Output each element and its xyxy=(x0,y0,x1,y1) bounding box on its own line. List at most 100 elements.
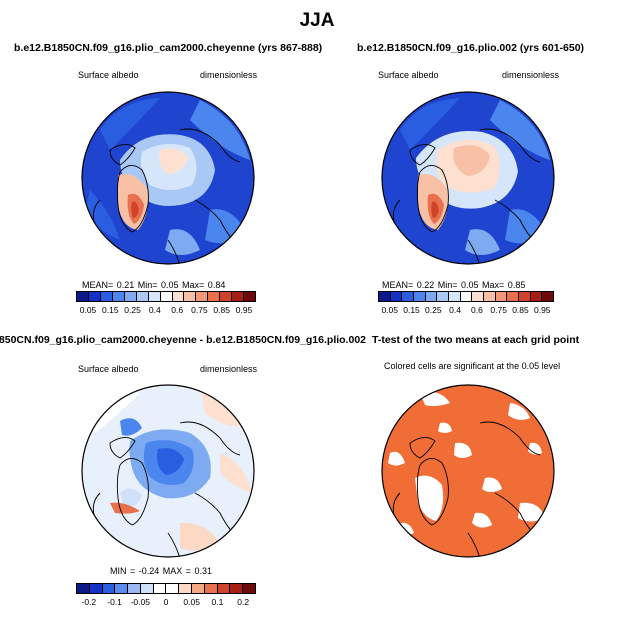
colorbar-tick-label: 0.15 xyxy=(403,305,420,315)
colorbar-tick-label: 0.1 xyxy=(211,597,224,607)
insignificant-cells xyxy=(388,451,405,466)
colorbar-swatch xyxy=(244,292,256,301)
colorbar-swatch xyxy=(100,292,113,301)
colorbar-swatch xyxy=(89,584,103,593)
panel-1-colorbar xyxy=(76,291,256,302)
colorbar-swatch xyxy=(204,584,218,593)
insignificant-cells xyxy=(415,475,444,521)
colorbar-swatch xyxy=(460,292,473,301)
field-patch xyxy=(120,488,142,508)
colorbar-swatch xyxy=(243,584,255,593)
sea-ice-center xyxy=(159,148,188,174)
panel-4-title: T-test of the two means at each grid poi… xyxy=(372,334,580,346)
colorbar-swatch xyxy=(136,292,149,301)
colorbar-tick-label: 0.25 xyxy=(425,305,442,315)
insignificant-cells xyxy=(482,477,502,492)
colorbar-swatch xyxy=(166,584,180,593)
colorbar-swatch xyxy=(88,292,101,301)
insignificant-cells xyxy=(472,512,492,528)
panel-2-stats: MEAN= 0.22 Min= 0.05 Max= 0.85 xyxy=(382,280,526,290)
field-patch xyxy=(120,418,142,436)
map-boundary xyxy=(381,91,555,265)
colorbar-swatch xyxy=(390,292,403,301)
map-boundary xyxy=(81,384,255,558)
field-patch xyxy=(180,522,220,551)
colorbar-swatch xyxy=(414,292,426,301)
panel-1-colorbar-labels: 0.05 0.15 0.25 0.4 0.6 0.75 0.85 0.95 xyxy=(76,305,256,317)
colorbar-swatch xyxy=(192,584,205,593)
panel-2-variable-label: Surface albedo xyxy=(378,70,439,80)
colorbar-tick-label: -0.2 xyxy=(81,597,97,607)
colorbar-swatch xyxy=(449,292,461,301)
colorbar-tick-label: 0.15 xyxy=(102,305,119,315)
colorbar-swatch xyxy=(402,292,415,301)
colorbar-swatch xyxy=(484,292,496,301)
colorbar-tick-label: 0.6 xyxy=(470,305,483,315)
colorbar-tick-label: 0.05 xyxy=(183,597,200,607)
panel-3-polar-map xyxy=(81,384,255,558)
negative-anomaly-peak xyxy=(157,448,184,475)
panel-1-title: b.e12.B1850CN.f09_g16.plio_cam2000.cheye… xyxy=(14,42,323,54)
panel-4-polar-map xyxy=(381,384,555,558)
coastlines xyxy=(92,421,241,557)
colorbar-swatch xyxy=(542,292,554,301)
panel-2-units-label: dimensionless xyxy=(502,70,560,80)
panel-3-title: b.e12.B1850CN.f09_g16.plio_cam2000.cheye… xyxy=(0,334,366,346)
colorbar-tick-label: 0.25 xyxy=(124,305,141,315)
insignificant-cells xyxy=(454,442,472,458)
colorbar-tick-label: 0.4 xyxy=(148,305,161,315)
panel-4-subtitle: Colored cells are significant at the 0.0… xyxy=(384,361,561,371)
colorbar-swatch xyxy=(128,584,141,593)
colorbar-tick-label: 0.75 xyxy=(191,305,208,315)
colorbar-tick-label: 0.2 xyxy=(237,597,250,607)
colorbar-swatch xyxy=(112,292,125,301)
colorbar-tick-label: 0.6 xyxy=(171,305,184,315)
colorbar-swatch xyxy=(217,584,231,593)
colorbar-swatch xyxy=(140,584,154,593)
sea-ice-center xyxy=(453,145,490,176)
insignificant-cells xyxy=(518,502,545,522)
colorbar-tick-label: 0.75 xyxy=(490,305,507,315)
map-boundary xyxy=(81,91,255,265)
colorbar-tick-label: -0.1 xyxy=(107,597,122,607)
colorbar-swatch xyxy=(230,584,244,593)
panel-1-variable-label: Surface albedo xyxy=(78,70,139,80)
colorbar-swatch xyxy=(232,292,245,301)
colorbar-swatch xyxy=(208,292,221,301)
colorbar-swatch xyxy=(472,292,485,301)
panel-2-colorbar xyxy=(378,291,554,302)
colorbar-swatch xyxy=(148,292,161,301)
insignificant-cells xyxy=(508,403,530,420)
panel-1-stats: MEAN= 0.21 Min= 0.05 Max= 0.84 xyxy=(82,280,226,290)
map-boundary xyxy=(381,384,555,558)
colorbar-swatch xyxy=(425,292,438,301)
colorbar-tick-label: 0.05 xyxy=(79,305,97,315)
colorbar-tick-label: 0.95 xyxy=(533,305,551,315)
colorbar-swatch xyxy=(77,584,90,593)
insignificant-cells xyxy=(528,442,542,455)
significant-cells xyxy=(382,385,554,557)
colorbar-swatch xyxy=(507,292,520,301)
field-patch xyxy=(100,98,160,150)
panel-3-stats: MIN = -0.24 MAX = 0.31 xyxy=(110,566,213,576)
colorbar-swatch xyxy=(530,292,543,301)
panel-3-colorbar xyxy=(76,583,256,594)
colorbar-tick-label: 0.4 xyxy=(449,305,462,315)
field-patch xyxy=(400,98,460,150)
colorbar-swatch xyxy=(179,584,193,593)
page-title: JJA xyxy=(299,10,335,31)
greenland-peak xyxy=(431,201,439,218)
colorbar-swatch xyxy=(519,292,531,301)
field-patch xyxy=(190,100,250,160)
insignificant-cells xyxy=(438,422,452,433)
colorbar-swatch xyxy=(184,292,197,301)
colorbar-swatch xyxy=(220,292,233,301)
colorbar-tick-label: -0.05 xyxy=(130,597,150,607)
colorbar-swatch xyxy=(495,292,508,301)
panel-2-polar-map xyxy=(381,91,555,265)
panel-3-units-label: dimensionless xyxy=(200,364,258,374)
colorbar-swatch xyxy=(172,292,185,301)
panel-2-colorbar-labels: 0.05 0.15 0.25 0.4 0.6 0.75 0.85 0.95 xyxy=(378,305,554,317)
colorbar-tick-label: 0.05 xyxy=(381,305,398,315)
positive-anomaly xyxy=(110,502,140,514)
